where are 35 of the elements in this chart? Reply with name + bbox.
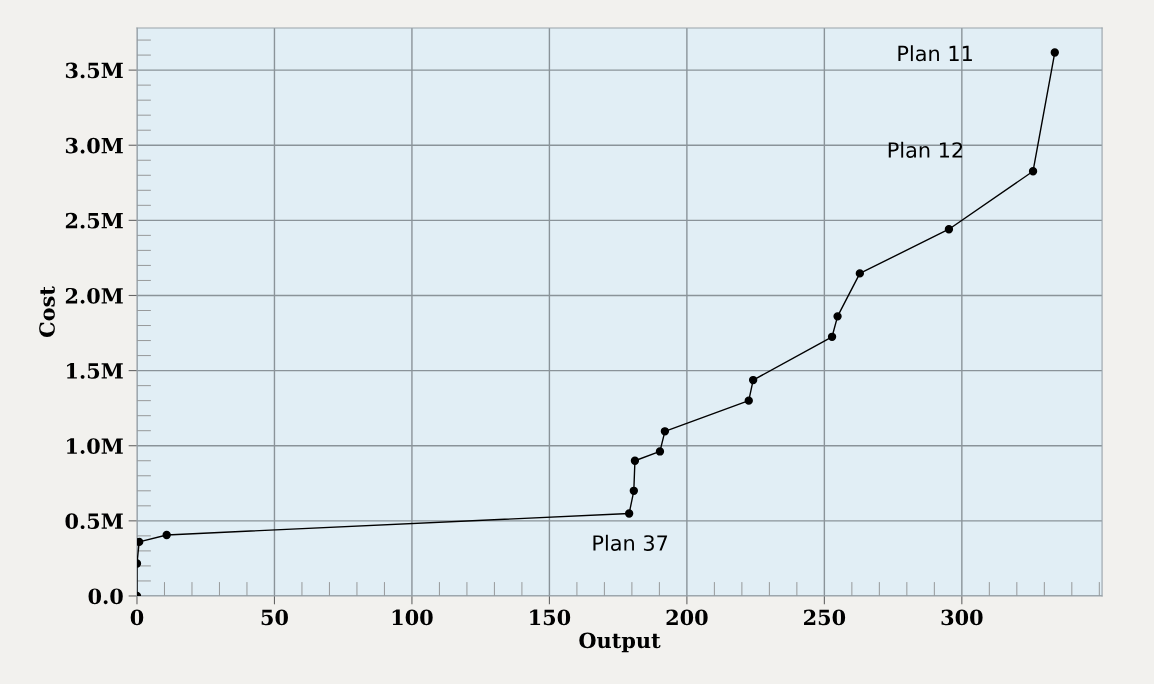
y-tick-label: 3.5M: [65, 62, 123, 79]
x-tick-label: 50: [261, 609, 288, 626]
annotation: Plan 11: [898, 45, 972, 62]
x-tick-label: 300: [941, 609, 983, 626]
y-tick-label: 3.0M: [65, 137, 123, 154]
annotation: Plan 37: [593, 534, 668, 551]
point: [630, 456, 640, 465]
point: [827, 332, 837, 341]
point: [655, 447, 665, 456]
y-tick-label: 1.5M: [67, 363, 123, 379]
annotation: Plan 12: [888, 141, 963, 158]
point: [660, 427, 670, 436]
point: [944, 225, 954, 234]
point: [855, 269, 865, 278]
point: [1028, 167, 1038, 176]
x-tick-label: 150: [530, 609, 571, 626]
point: [833, 312, 842, 321]
y-tick-label: 2.5M: [65, 212, 123, 229]
point: [624, 509, 634, 518]
point: [629, 486, 638, 495]
x-tick-label: 200: [666, 609, 708, 626]
x-tick-label: 0: [130, 609, 144, 626]
x-axis-title: Output: [579, 632, 661, 653]
point: [136, 537, 144, 547]
point: [744, 396, 753, 405]
point: [162, 530, 171, 540]
x-tick-label: 100: [392, 609, 433, 626]
y-tick-label: 0.5M: [65, 513, 123, 530]
x-tick-label: 250: [804, 609, 846, 626]
point: [748, 375, 758, 385]
point: [1050, 48, 1059, 57]
y-axis-title: Cost: [39, 286, 55, 338]
y-tick-label: 0.0: [88, 588, 123, 605]
y-tick-label: 2.0M: [65, 287, 123, 304]
y-tick-label: 1.0M: [67, 438, 123, 454]
